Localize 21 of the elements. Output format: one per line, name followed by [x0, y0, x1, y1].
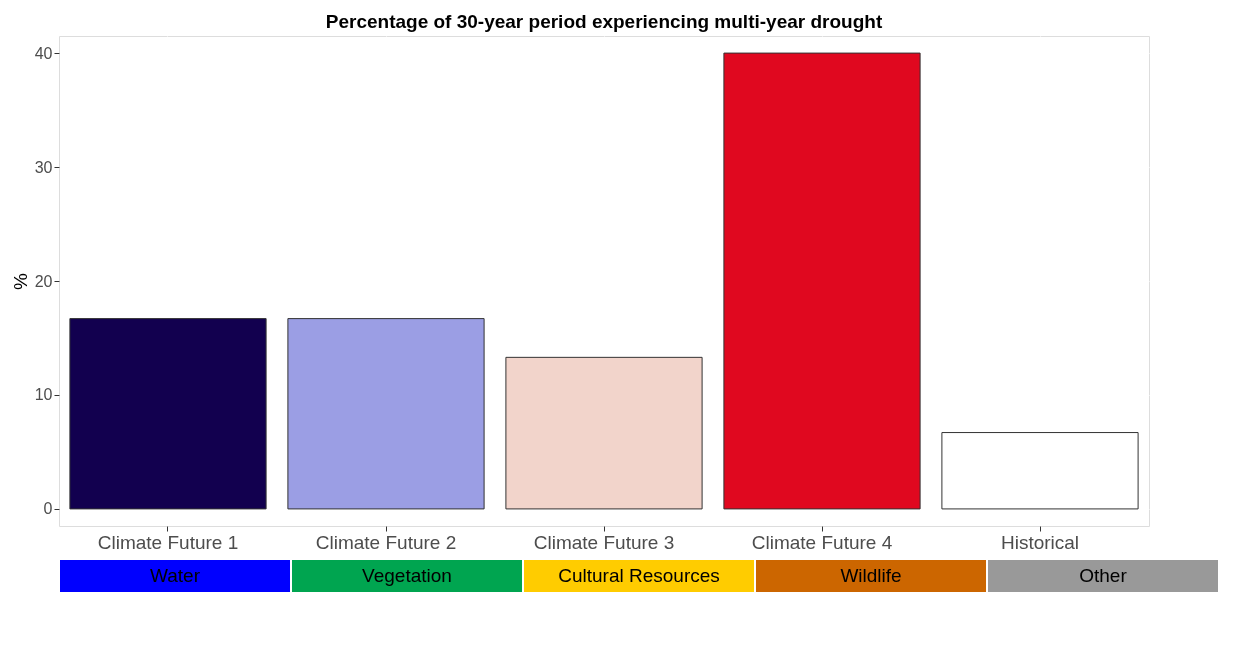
bar: [69, 318, 267, 510]
chart-title: Percentage of 30-year period experiencing multi-year drought: [325, 11, 883, 32]
bar: [505, 356, 703, 510]
y-tick-label: 20: [34, 272, 53, 290]
y-tick-label: 40: [34, 44, 53, 62]
x-tick-label: Climate Future 1: [97, 531, 239, 553]
x-tick-label: Climate Future 3: [533, 531, 675, 553]
x-tick-label: Climate Future 2: [315, 531, 457, 553]
x-tick-label: Climate Future 4: [751, 531, 893, 553]
x-tick-label: Historical: [1000, 531, 1080, 553]
y-tick-label: 10: [34, 386, 53, 404]
bar: [287, 318, 485, 510]
text: Water: [150, 565, 201, 586]
y-tick-label: 30: [34, 158, 53, 176]
text: Vegetation: [362, 565, 452, 586]
y-axis-title: %: [9, 272, 31, 290]
text: Cultural Resources: [558, 565, 720, 586]
bar: [723, 52, 921, 510]
text: Wildlife: [840, 565, 902, 586]
text: Other: [1079, 565, 1128, 586]
y-tick-label: 0: [43, 500, 53, 518]
